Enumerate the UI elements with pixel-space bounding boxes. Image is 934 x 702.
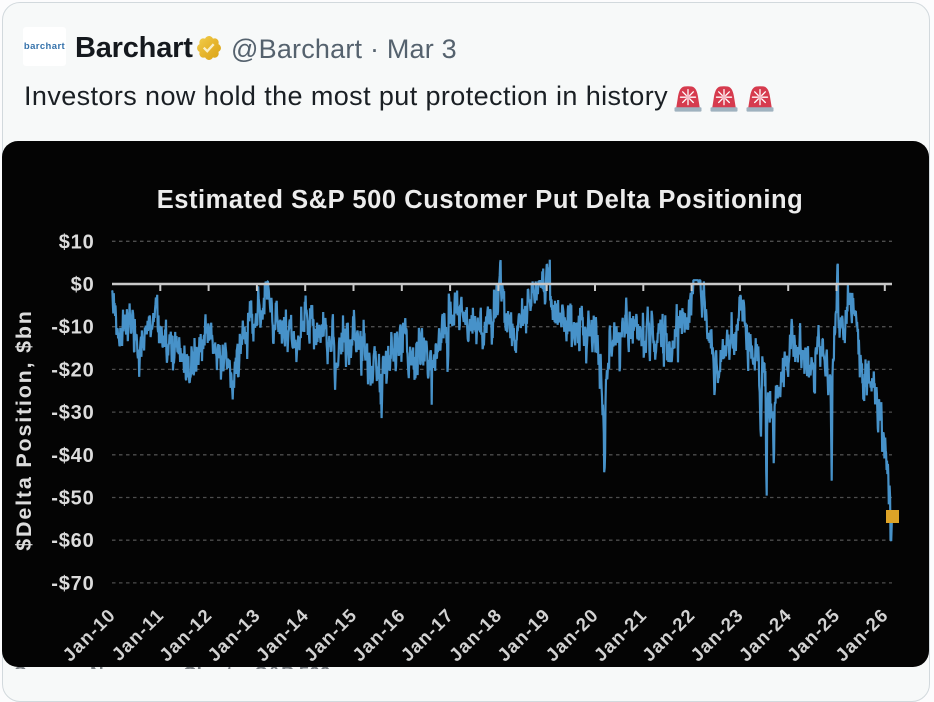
svg-text:-$10: -$10 (51, 317, 94, 339)
svg-text:Jan-14: Jan-14 (251, 604, 312, 665)
svg-text:Jan-23: Jan-23 (686, 604, 747, 665)
svg-text:Jan-10: Jan-10 (58, 604, 119, 665)
svg-text:Jan-22: Jan-22 (638, 604, 699, 665)
svg-text:$Delta Position, $bn: $Delta Position, $bn (12, 309, 36, 550)
svg-text:-$40: -$40 (51, 445, 94, 467)
svg-text:-$60: -$60 (51, 530, 94, 552)
svg-text:Jan-19: Jan-19 (493, 604, 554, 665)
svg-text:-$50: -$50 (51, 488, 94, 510)
svg-text:Jan-25: Jan-25 (783, 604, 844, 665)
svg-text:Estimated S&P 500 Customer Put: Estimated S&P 500 Customer Put Delta Pos… (157, 186, 804, 214)
svg-text:$0: $0 (71, 274, 95, 296)
svg-text:$10: $10 (59, 231, 95, 253)
svg-text:Jan-20: Jan-20 (541, 604, 602, 665)
svg-text:Jan-15: Jan-15 (300, 604, 361, 665)
svg-text:Jan-17: Jan-17 (396, 604, 457, 665)
svg-text:Jan-12: Jan-12 (155, 604, 216, 665)
svg-text:Jan-18: Jan-18 (445, 604, 506, 665)
svg-text:Jan-13: Jan-13 (203, 604, 264, 665)
svg-text:Jan-21: Jan-21 (590, 604, 651, 665)
svg-text:Jan-26: Jan-26 (831, 604, 892, 665)
svg-text:-$70: -$70 (51, 573, 94, 595)
svg-text:-$30: -$30 (51, 402, 94, 424)
svg-text:Jan-16: Jan-16 (348, 604, 409, 665)
svg-text:-$20: -$20 (51, 359, 94, 381)
svg-text:Jan-24: Jan-24 (734, 604, 795, 665)
